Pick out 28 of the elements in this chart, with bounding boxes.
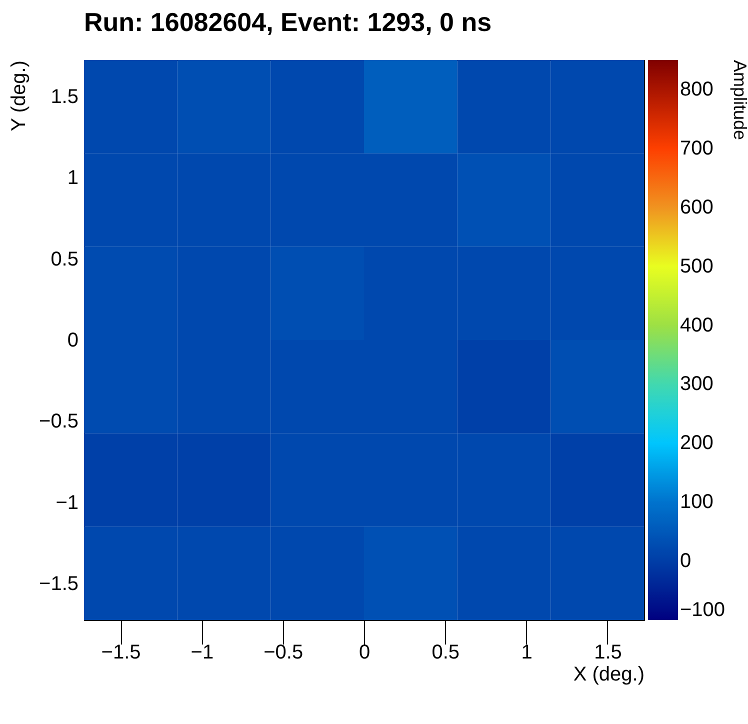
color-bar-title: Amplitude: [730, 60, 748, 140]
color-bar-label: 700: [680, 137, 714, 160]
x-tick-label: −0.5: [264, 642, 304, 664]
y-tick-label: 1.5: [50, 86, 78, 108]
color-bar-label: 0: [680, 550, 692, 572]
color-bar-label: 200: [680, 432, 714, 454]
x-tick-label: 1.5: [594, 642, 622, 664]
x-tick-label: −1: [190, 642, 214, 664]
x-axis-title: X (deg.): [573, 664, 644, 686]
x-tick-label: −1.5: [101, 642, 141, 664]
color-bar-label: 600: [680, 196, 714, 218]
y-tick-label: −1: [56, 492, 78, 514]
x-tick-label: 0: [358, 642, 370, 664]
y-tick-label: −0.5: [39, 410, 78, 433]
color-bar-label: 800: [680, 78, 714, 100]
y-axis-title: Y (deg.): [8, 60, 30, 132]
y-tick-label: −1.5: [39, 572, 78, 595]
y-tick-label: 0.5: [50, 248, 78, 270]
y-tick-label: 1: [67, 167, 78, 190]
color-bar-label: 300: [680, 373, 714, 396]
color-bar-label: 400: [680, 314, 714, 336]
y-tick-label: 0: [67, 330, 78, 352]
x-tick-label: 1: [521, 642, 532, 664]
color-bar-label: 100: [680, 491, 714, 514]
color-bar-label: −100: [680, 599, 726, 621]
x-tick-label: 0.5: [432, 642, 460, 664]
color-bar-label: 500: [680, 255, 714, 278]
chart-title: Run: 16082604, Event: 1293, 0 ns: [84, 7, 492, 37]
